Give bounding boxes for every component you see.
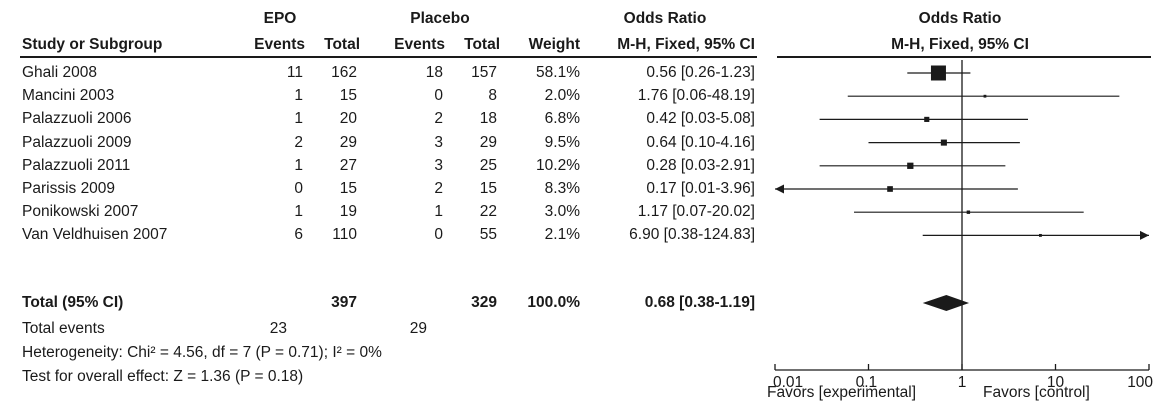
point-estimate-box: [887, 186, 893, 192]
placebo-total-cell: 15: [479, 180, 497, 197]
plot-header-underline: [777, 56, 1151, 58]
epo-total-header: Total: [324, 36, 360, 53]
or-ci-cell: 1.76 [0.06-48.19]: [637, 87, 755, 105]
study-name: Ponikowski 2007: [22, 203, 139, 221]
x-tick-label: 0.1: [855, 374, 878, 391]
placebo-total-cell: 25: [479, 156, 497, 174]
header-underline: [20, 56, 757, 58]
or-method-header: M-H, Fixed, 95% CI: [617, 36, 755, 53]
placebo-total-cell: 29: [479, 133, 497, 151]
favors-control-label: Favors [control]: [983, 384, 1090, 401]
study-name: Parissis 2009: [22, 180, 116, 197]
weight-cell: 2.1%: [544, 226, 580, 244]
placebo-events-cell: 1: [434, 203, 443, 221]
point-estimate-box: [907, 162, 914, 169]
epo-group-header: EPO: [263, 10, 297, 27]
or-ci-cell: 6.90 [0.38-124.83]: [629, 226, 755, 244]
epo-total-cell: 29: [339, 133, 357, 151]
total-placebo-cell: 329: [471, 294, 497, 311]
total-events-label: Total events: [22, 320, 105, 337]
total-events-epo: 23: [269, 320, 287, 337]
point-estimate-box: [1039, 233, 1042, 237]
placebo-events-cell: 3: [434, 156, 443, 174]
weight-cell: 58.1%: [536, 64, 580, 81]
total-events-placebo: 29: [409, 320, 427, 337]
placebo-events-header: Events: [394, 36, 445, 53]
x-tick-label: 1: [957, 374, 967, 391]
total-epo-cell: 397: [331, 294, 357, 311]
or-ci-cell: 0.42 [0.03-5.08]: [646, 110, 755, 128]
weight-header: Weight: [528, 36, 580, 53]
study-name: Palazzuoli 2006: [22, 110, 132, 128]
epo-events-cell: 1: [294, 87, 303, 105]
epo-total-cell: 27: [339, 156, 357, 174]
plot-method-header: M-H, Fixed, 95% CI: [891, 36, 1029, 53]
point-estimate-box: [930, 65, 946, 81]
weight-cell: 6.8%: [544, 110, 580, 128]
weight-cell: 10.2%: [536, 156, 580, 174]
total-label: Total (95% CI): [22, 294, 124, 311]
study-name: Ghali 2008: [22, 64, 97, 81]
ci-arrow-right: [1140, 230, 1149, 240]
heterogeneity-text: Heterogeneity: Chi² = 4.56, df = 7 (P = …: [22, 344, 382, 361]
placebo-total-cell: 157: [471, 64, 497, 81]
or-ci-cell: 1.17 [0.07-20.02]: [637, 203, 755, 221]
epo-events-cell: 1: [294, 156, 303, 174]
epo-total-cell: 162: [331, 64, 357, 81]
placebo-total-cell: 18: [479, 110, 497, 128]
point-estimate-box: [924, 116, 930, 122]
epo-events-cell: 6: [294, 226, 303, 244]
epo-total-cell: 15: [339, 180, 357, 197]
placebo-events-cell: 2: [434, 110, 443, 128]
or-ci-cell: 0.64 [0.10-4.16]: [646, 133, 755, 151]
epo-events-cell: 0: [294, 180, 303, 197]
or-ci-cell: 0.17 [0.01-3.96]: [646, 180, 755, 197]
study-name: Palazzuoli 2009: [22, 133, 132, 151]
study-column-header: Study or Subgroup: [22, 36, 163, 53]
placebo-total-header: Total: [464, 36, 500, 53]
pooled-diamond: [922, 295, 970, 311]
point-estimate-box: [983, 94, 987, 98]
epo-total-cell: 19: [339, 203, 357, 221]
or-ci-cell: 0.28 [0.03-2.91]: [646, 156, 755, 174]
or-ci-cell: 0.56 [0.26-1.23]: [646, 64, 755, 81]
epo-events-header: Events: [254, 36, 305, 53]
study-name: Van Veldhuisen 2007: [22, 226, 168, 244]
weight-cell: 9.5%: [544, 133, 580, 151]
epo-events-cell: 1: [294, 110, 303, 128]
overall-effect-text: Test for overall effect: Z = 1.36 (P = 0…: [22, 368, 304, 385]
epo-events-cell: 2: [294, 133, 303, 151]
x-tick-label: 100: [1127, 374, 1154, 391]
point-estimate-box: [940, 139, 947, 146]
placebo-group-header: Placebo: [410, 10, 470, 27]
total-weight-cell: 100.0%: [527, 294, 580, 311]
weight-cell: 3.0%: [544, 203, 580, 221]
weight-cell: 8.3%: [544, 180, 580, 197]
ci-arrow-left: [775, 184, 784, 194]
x-tick-label: 10: [1046, 374, 1065, 391]
epo-events-cell: 11: [286, 64, 303, 81]
epo-total-cell: 15: [339, 87, 357, 105]
placebo-events-cell: 2: [434, 180, 443, 197]
epo-total-cell: 20: [339, 110, 357, 128]
total-or-ci-cell: 0.68 [0.38-1.19]: [644, 294, 755, 311]
placebo-total-cell: 22: [479, 203, 497, 221]
plot-title-header: Odds Ratio: [918, 10, 1002, 27]
epo-total-cell: 110: [332, 226, 357, 244]
favors-experimental-label: Favors [experimental]: [767, 384, 917, 401]
or-title-header: Odds Ratio: [623, 10, 707, 27]
study-name: Palazzuoli 2011: [22, 156, 131, 174]
placebo-total-cell: 8: [488, 87, 497, 105]
placebo-events-cell: 0: [434, 87, 443, 105]
weight-cell: 2.0%: [544, 87, 580, 105]
point-estimate-box: [966, 210, 971, 214]
placebo-events-cell: 3: [434, 133, 443, 151]
epo-events-cell: 1: [294, 203, 303, 221]
placebo-total-cell: 55: [479, 226, 497, 244]
placebo-events-cell: 0: [434, 226, 443, 244]
study-name: Mancini 2003: [22, 87, 115, 105]
placebo-events-cell: 18: [425, 64, 443, 81]
x-tick-label: 0.01: [773, 374, 804, 391]
